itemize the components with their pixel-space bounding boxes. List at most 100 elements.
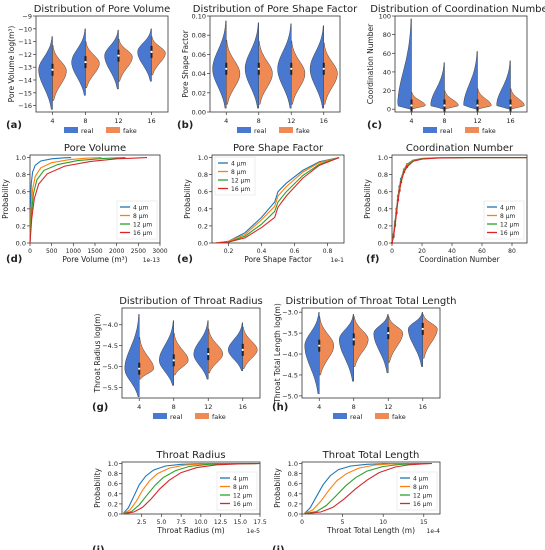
x-tick-label-h: 16 <box>419 403 427 411</box>
x-tick-label-j: 10 <box>379 519 387 526</box>
violin-real-8 <box>339 314 354 382</box>
x-axis-label-e: Pore Shape Factor <box>244 255 313 264</box>
y-tick-label-j: 0.8 <box>288 470 298 478</box>
y-tick-label-i: 1.0 <box>108 460 118 468</box>
legend-label: 4 µm <box>231 161 247 168</box>
chart-title-i: Throat Radius <box>155 450 225 461</box>
x-tick-label-h: 12 <box>384 403 392 411</box>
legend-label-fake: fake <box>296 127 310 135</box>
series-point <box>390 241 394 245</box>
panel-g: Distribution of Throat Radius (g) Throat R… <box>92 296 263 421</box>
series-point <box>396 199 400 202</box>
x-tick-label-d: 2000 <box>109 248 124 255</box>
median-dot-g <box>172 359 175 362</box>
median-dot-g <box>207 352 210 356</box>
plot-frame-g <box>121 307 261 399</box>
y-tick-label-c: 40 <box>383 68 391 76</box>
x-tick-label-i: 5.0 <box>157 519 167 526</box>
legend-swatch-fake <box>465 127 479 133</box>
plot-frame-i <box>121 461 261 515</box>
violin-real-12 <box>193 320 209 380</box>
y-tick-label-h: −5.0 <box>282 392 298 400</box>
legend-label-fake: fake <box>212 413 226 421</box>
legend-swatch-fake <box>279 127 293 133</box>
panel-label-a: (a) <box>6 120 22 131</box>
violin-real-12 <box>277 23 292 109</box>
y-axis-label-g: Throat Radius log(m) <box>93 313 102 393</box>
series-line-4µm <box>29 157 72 244</box>
y-tick-label-b: 0.10 <box>192 13 206 21</box>
y-axis-label-h: Throat Total Length log(m) <box>273 303 282 404</box>
y-axis-label-i: Probability <box>93 468 102 508</box>
y-tick-label-d: 0.2 <box>16 222 26 230</box>
x-multiplier-j: 1e-4 <box>427 528 441 535</box>
x-tick-label-g: 8 <box>172 403 176 411</box>
y-tick-label-e: 0.0 <box>198 240 208 248</box>
x-tick-label-b: 4 <box>224 117 228 125</box>
y-axis-label-f: Probability <box>363 179 372 219</box>
y-tick-label-c: 80 <box>383 31 391 39</box>
y-tick-label-b: 0.06 <box>192 51 206 59</box>
violin-real-12 <box>104 29 119 90</box>
x-tick-label-a: 12 <box>114 117 122 125</box>
violin-real-16 <box>496 60 511 110</box>
legend-swatch-fake <box>195 413 209 419</box>
x-tick-label-d: 1000 <box>66 248 81 255</box>
median-dot-b <box>290 67 293 70</box>
violin-fake-8 <box>353 316 369 367</box>
legend-label-fake: fake <box>482 127 496 135</box>
y-tick-label-b: 0.08 <box>192 32 206 40</box>
legend-label: 8 µm <box>500 213 516 220</box>
median-dot-a <box>84 60 87 64</box>
violin-real-4 <box>212 20 227 109</box>
violin-fake-4 <box>411 92 426 110</box>
x-tick-label-f: 40 <box>448 248 456 255</box>
x-tick-label-f: 60 <box>478 248 486 255</box>
legend-label-real: real <box>350 413 363 421</box>
legend-swatch-fake <box>106 127 120 133</box>
x-tick-label-i: 7.5 <box>176 519 186 526</box>
panel-label-e: (e) <box>177 254 193 265</box>
plot-frame-j <box>301 461 441 515</box>
violin-fake-16 <box>323 42 338 105</box>
panel-label-c: (c) <box>367 120 382 131</box>
x-tick-label-f: 80 <box>508 248 516 255</box>
violin-fake-16 <box>151 36 166 76</box>
x-tick-label-i: 10.0 <box>194 519 208 526</box>
x-tick-label-e: 0.8 <box>323 248 333 255</box>
y-tick-label-f: 0.8 <box>378 171 388 179</box>
y-tick-label-d: 0.0 <box>16 240 26 248</box>
series-line-8µm <box>304 462 432 515</box>
violin-fake-12 <box>388 316 403 363</box>
y-tick-label-f: 0.4 <box>378 205 388 213</box>
violin-real-8 <box>71 28 86 96</box>
legend-label-fake: fake <box>123 127 137 135</box>
violin-fake-8 <box>173 332 189 376</box>
x-tick-label-d: 3000 <box>152 248 167 255</box>
median-dot-b <box>257 67 260 70</box>
panel-a: Distribution of Pore Volume (a) Pore Volum… <box>6 4 170 135</box>
x-tick-label-c: 12 <box>473 117 481 125</box>
y-tick-label-a: −10 <box>18 25 32 33</box>
y-axis-label-c: Coordination Number <box>366 23 375 104</box>
y-tick-label-e: 0.4 <box>198 205 208 213</box>
legend-label: 12 µm <box>233 493 252 500</box>
y-tick-label-c: 60 <box>383 50 391 58</box>
y-tick-label-b: 0.00 <box>192 109 206 117</box>
x-multiplier-e: 1e-1 <box>331 257 345 264</box>
chart-title-b: Distribution of Pore Shape Factor <box>193 4 358 15</box>
x-tick-label-b: 16 <box>320 117 328 125</box>
violin-fake-16 <box>422 314 438 359</box>
violin-fake-16 <box>242 326 258 369</box>
median-dot-g <box>241 348 244 351</box>
series-point <box>398 189 401 193</box>
panel-label-g: (g) <box>92 402 108 413</box>
legend-label: 4 µm <box>413 476 429 483</box>
y-tick-label-i: 0.4 <box>108 490 118 498</box>
x-tick-label-g: 4 <box>137 403 141 411</box>
legend-label: 16 µm <box>413 501 432 508</box>
violin-real-16 <box>408 311 423 367</box>
median-dot-c <box>443 104 446 107</box>
violin-real-4 <box>304 311 320 395</box>
legend-swatch-real <box>237 127 251 133</box>
